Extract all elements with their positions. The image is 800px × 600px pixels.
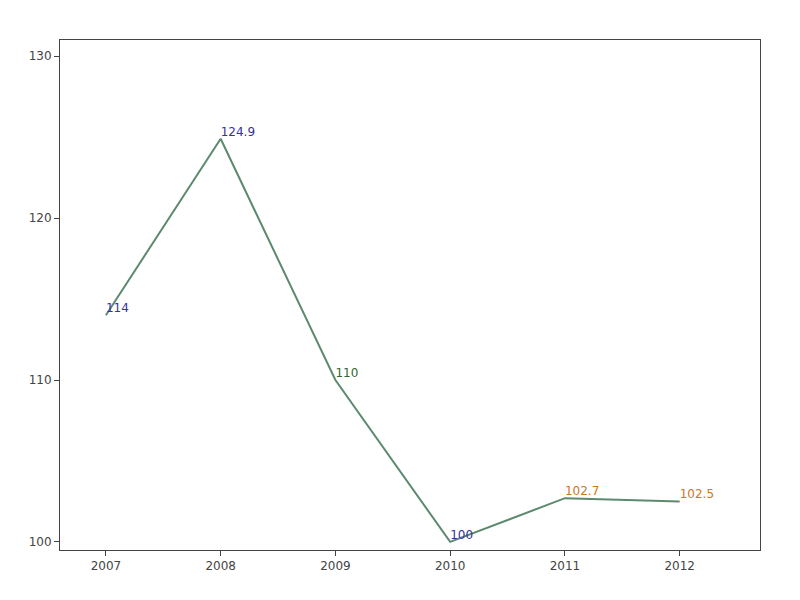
svg-text:110: 110 <box>335 366 358 380</box>
svg-text:2007: 2007 <box>91 559 122 573</box>
svg-text:130: 130 <box>29 49 52 63</box>
svg-text:2010: 2010 <box>435 559 466 573</box>
svg-text:120: 120 <box>29 211 52 225</box>
svg-text:110: 110 <box>29 373 52 387</box>
svg-text:2012: 2012 <box>664 559 695 573</box>
svg-text:102.5: 102.5 <box>680 487 714 501</box>
svg-text:2009: 2009 <box>320 559 351 573</box>
svg-text:102.7: 102.7 <box>565 484 599 498</box>
svg-text:2011: 2011 <box>550 559 581 573</box>
svg-text:114: 114 <box>106 301 129 315</box>
svg-text:100: 100 <box>450 528 473 542</box>
svg-text:2008: 2008 <box>205 559 236 573</box>
svg-text:124.9: 124.9 <box>221 125 255 139</box>
svg-text:100: 100 <box>29 535 52 549</box>
